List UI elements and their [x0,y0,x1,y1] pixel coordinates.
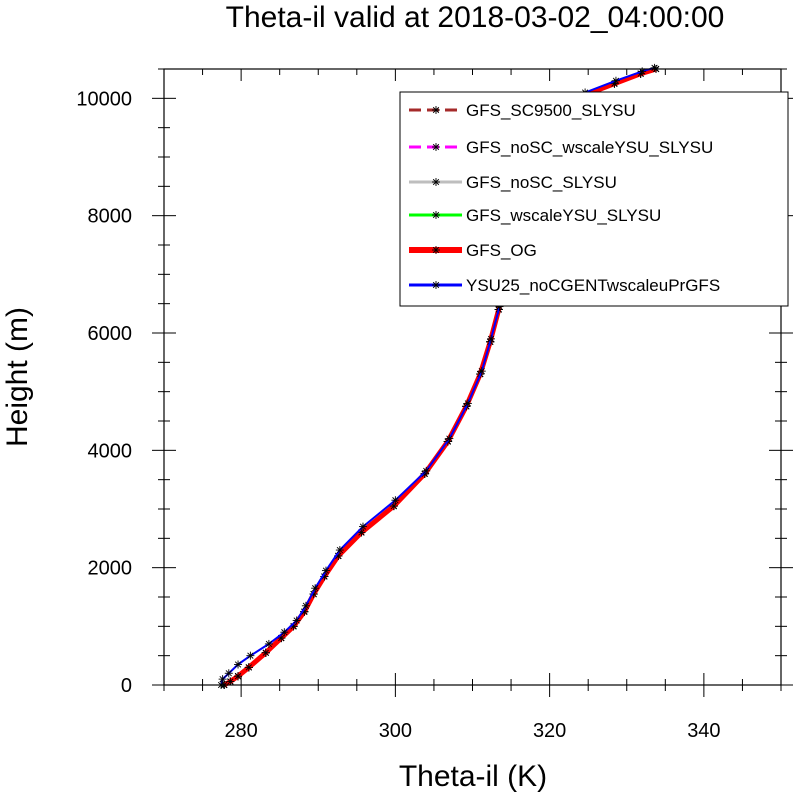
y-tick-label: 6000 [88,323,133,345]
data-point-marker [224,669,233,678]
data-point-marker [234,660,243,669]
data-point-marker [422,466,431,475]
x-axis-title: Theta-il (K) [399,760,547,793]
y-tick-label: 2000 [88,558,133,580]
legend-label: GFS_noSC_SLYSU [466,173,617,192]
data-point-marker [311,584,320,593]
data-point-marker [321,566,330,575]
y-tick-label: 0 [121,675,132,697]
data-point-marker [432,246,440,254]
y-tick-label: 8000 [88,206,133,228]
data-point-marker [246,651,255,660]
data-point-marker [463,399,472,408]
data-point-marker [477,367,486,376]
x-axis-ticks: 280 300 320 340 [163,69,782,742]
plot-frame [163,68,782,686]
data-point-marker [301,601,310,610]
data-point-marker [432,143,440,151]
data-point-marker [611,76,620,85]
y-tick-label: 4000 [88,440,133,462]
data-point-marker [226,677,235,686]
legend-label: GFS_OG [466,241,537,260]
legend-box [399,91,789,307]
y-axis-title: Height (m) [1,307,34,447]
legend: GFS_SC9500_SLYSU GFS_noSC_wscaleYSU_SLYSU… [399,91,789,307]
data-point-marker [432,106,440,114]
data-point-marker [292,616,301,625]
data-point-marker [218,675,227,684]
data-point-marker [244,663,253,672]
x-tick-label: 340 [687,720,720,742]
x-tick-label: 320 [533,720,566,742]
legend-label: GFS_noSC_wscaleYSU_SLYSU [466,138,713,157]
y-tick-label: 10000 [76,88,132,110]
data-point-marker [391,496,400,505]
y-axis-ticks: 0 2000 4000 6000 8000 10000 [76,68,793,697]
data-point-marker [234,672,243,681]
x-tick-label: 280 [224,720,257,742]
data-point-marker [335,546,344,555]
legend-label: GFS_SC9500_SLYSU [466,101,636,120]
legend-label: GFS_wscaleYSU_SLYSU [466,206,661,225]
data-point-marker [432,211,440,219]
data-point-marker [432,281,440,289]
legend-label: YSU25_noCGENTwscaleuPrGFS [466,276,720,295]
x-tick-label: 300 [379,720,412,742]
data-point-marker [264,639,273,648]
data-point-marker [280,628,289,637]
data-point-marker [432,178,440,186]
data-point-marker [261,648,270,657]
data-point-marker [358,522,367,531]
data-point-marker [650,63,659,72]
data-point-marker [487,334,496,343]
data-point-marker [445,434,454,443]
chart-title: Theta-il valid at 2018-03-02_04:00:00 [226,1,725,34]
